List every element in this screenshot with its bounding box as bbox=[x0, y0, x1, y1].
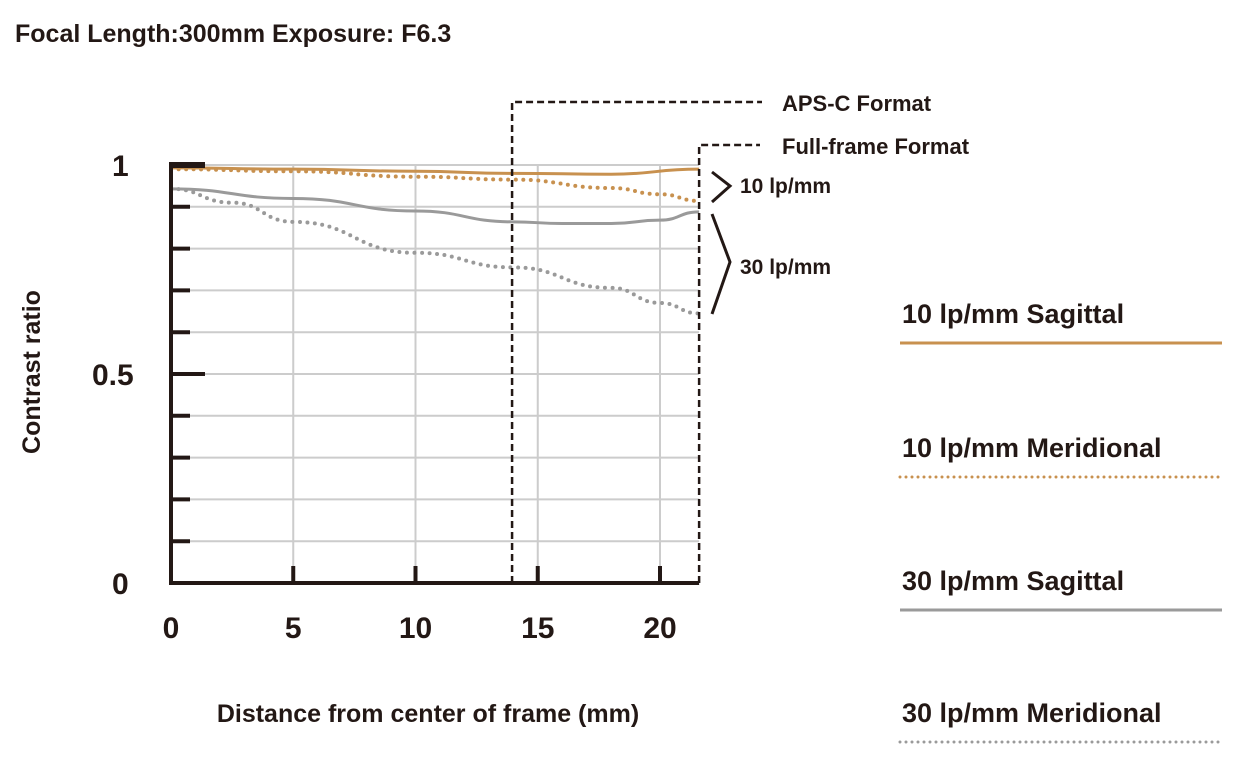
axes: 00.510 5 10 15 20 bbox=[92, 150, 700, 645]
legend: 10 lp/mm Sagittal 10 lp/mm Meridional 30 l… bbox=[898, 299, 1224, 744]
bracket-30 bbox=[710, 213, 732, 315]
format-label-0: APS-C Format bbox=[782, 91, 932, 116]
format-markers: APS-C Format Full-frame Format bbox=[510, 91, 970, 583]
legend-label-3: 30 lp/mm Meridional bbox=[902, 698, 1162, 728]
format-marker-1 bbox=[697, 143, 760, 583]
x-tick-label: 20 bbox=[643, 612, 676, 645]
legend-label-0: 10 lp/mm Sagittal bbox=[902, 299, 1124, 329]
grid bbox=[171, 164, 700, 583]
series-group bbox=[169, 166, 702, 316]
bracket-10 bbox=[711, 170, 733, 204]
x-tick-label: 0 bbox=[163, 612, 180, 645]
series-line-0 bbox=[170, 166, 700, 176]
y-tick-label: 0.5 bbox=[92, 359, 134, 392]
format-marker-0 bbox=[510, 100, 762, 583]
format-label-1: Full-frame Format bbox=[782, 134, 970, 159]
x-tick-label: 15 bbox=[521, 612, 554, 645]
legend-label-2: 30 lp/mm Sagittal bbox=[902, 566, 1124, 596]
series-line-1 bbox=[169, 167, 702, 203]
y-tick-label: 1 bbox=[112, 150, 129, 183]
x-tick-label: 5 bbox=[285, 612, 302, 645]
group-label-30: 30 lp/mm bbox=[740, 256, 831, 279]
legend-label-1: 10 lp/mm Meridional bbox=[902, 433, 1162, 463]
x-axis-label: Distance from center of frame (mm) bbox=[217, 700, 639, 728]
series-line-2 bbox=[170, 187, 700, 226]
group-label-10: 10 lp/mm bbox=[740, 175, 831, 198]
y-axis-label: Contrast ratio bbox=[18, 290, 46, 454]
series-line-3 bbox=[169, 186, 702, 316]
x-tick-label: 10 bbox=[399, 612, 432, 645]
chart-title: Focal Length:300mm Exposure: F6.3 bbox=[15, 20, 451, 48]
y-tick-label: 0 bbox=[112, 568, 129, 601]
